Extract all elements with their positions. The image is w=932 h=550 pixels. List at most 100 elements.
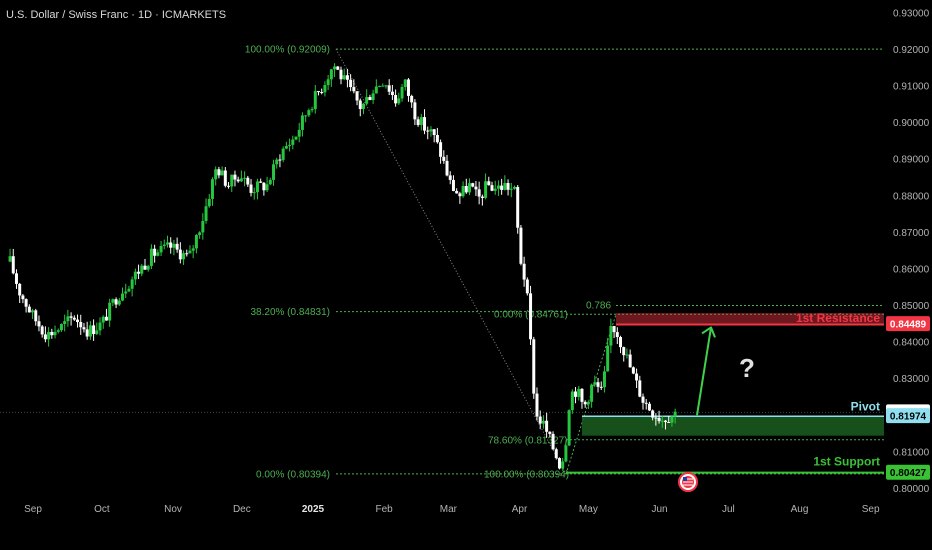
flag-canton[interactable] <box>683 477 687 481</box>
candle-body <box>384 85 388 87</box>
candle-body <box>339 69 343 80</box>
candle <box>40 325 44 338</box>
y-tick-label: 0.84000 <box>893 338 930 349</box>
candle-body <box>394 95 398 104</box>
candle <box>532 336 536 399</box>
candle-body <box>76 319 80 323</box>
candle-body <box>349 79 353 88</box>
candle-body <box>85 329 89 337</box>
candle-body <box>516 186 520 228</box>
candle <box>239 170 243 182</box>
candle <box>667 415 671 424</box>
candle-body <box>268 179 272 185</box>
candle <box>85 321 89 340</box>
candle <box>307 108 311 117</box>
candle-body <box>390 91 394 96</box>
candle <box>622 346 626 362</box>
candle-body <box>500 185 504 190</box>
candle <box>368 94 372 101</box>
candle-body <box>153 248 157 256</box>
candle <box>194 234 198 254</box>
candle-body <box>590 384 594 402</box>
candle <box>72 315 76 321</box>
candle <box>551 431 555 451</box>
x-tick-label: Sep <box>862 504 880 515</box>
candle <box>18 282 22 303</box>
candle-body <box>185 253 189 255</box>
candle-body <box>577 388 581 397</box>
candle-body <box>487 181 491 186</box>
symbol-name: U.S. Dollar / Swiss Franc <box>6 9 129 21</box>
candle-body <box>493 188 497 191</box>
candle <box>554 447 558 460</box>
candle-body <box>59 324 63 331</box>
candle <box>82 322 86 333</box>
candle <box>516 185 520 234</box>
price-tag-text: 0.84489 <box>890 320 927 331</box>
candle-body <box>69 316 73 318</box>
candle-body <box>596 382 600 387</box>
candle <box>56 328 60 334</box>
candle <box>153 244 157 263</box>
candle <box>278 154 282 168</box>
candle <box>484 173 488 200</box>
candle-body <box>435 135 439 143</box>
x-tick-label: Feb <box>376 504 394 515</box>
candle <box>79 314 83 335</box>
candle <box>602 365 606 393</box>
candle <box>207 194 211 208</box>
candle-body <box>98 322 102 331</box>
price-tag: 0.84489 <box>886 316 930 332</box>
candle <box>233 170 237 187</box>
candle <box>281 146 285 163</box>
candle <box>50 328 54 339</box>
candle-body <box>50 331 54 336</box>
fib-trend-line[interactable] <box>335 48 567 475</box>
candle <box>11 248 15 275</box>
candle <box>493 180 497 195</box>
candle-body <box>400 86 404 99</box>
fibonacci-retracement[interactable]: 100.00% (0.92009) 38.20% (0.84831) 0.00% (… <box>245 45 884 481</box>
candle <box>252 187 256 200</box>
candle <box>619 335 623 354</box>
y-axis[interactable]: 0.93000 0.92000 0.91000 0.90000 0.89000 0.880… <box>893 8 930 494</box>
candle-body <box>557 458 561 469</box>
candle-body <box>644 402 648 404</box>
candle-body <box>127 288 131 292</box>
candle <box>66 309 70 327</box>
price-tag-bg <box>886 316 930 332</box>
candle <box>442 150 446 164</box>
candle <box>435 127 439 144</box>
candle <box>596 377 600 393</box>
candle-body <box>288 144 292 146</box>
candle-body <box>88 325 92 337</box>
candle <box>104 308 108 321</box>
candle <box>47 327 51 347</box>
candle-body <box>272 164 276 180</box>
timeframe-label: 1D <box>138 9 153 21</box>
candle <box>397 92 401 106</box>
candle-body <box>146 265 150 270</box>
candle-body <box>294 136 298 140</box>
candle <box>387 79 391 96</box>
candle <box>342 68 346 81</box>
fib-label: 38.20% (0.84831) <box>250 307 330 318</box>
candle <box>34 308 38 326</box>
candle <box>394 89 398 107</box>
candle <box>416 116 420 127</box>
candle <box>204 198 208 224</box>
candle-body <box>442 156 446 161</box>
candle <box>246 175 250 187</box>
x-axis[interactable]: Sep Oct Nov Dec 2025 Feb Mar Apr May Jun Jul Aug Sep <box>24 504 880 515</box>
candle-body <box>664 420 668 423</box>
candle-body <box>635 373 639 381</box>
candle-body <box>670 416 674 423</box>
candle <box>108 298 112 327</box>
candle-body <box>329 69 333 80</box>
tradingview-flag-icon[interactable] <box>678 472 698 492</box>
candle <box>8 248 12 263</box>
candle <box>214 166 218 186</box>
candle-body <box>381 85 385 87</box>
